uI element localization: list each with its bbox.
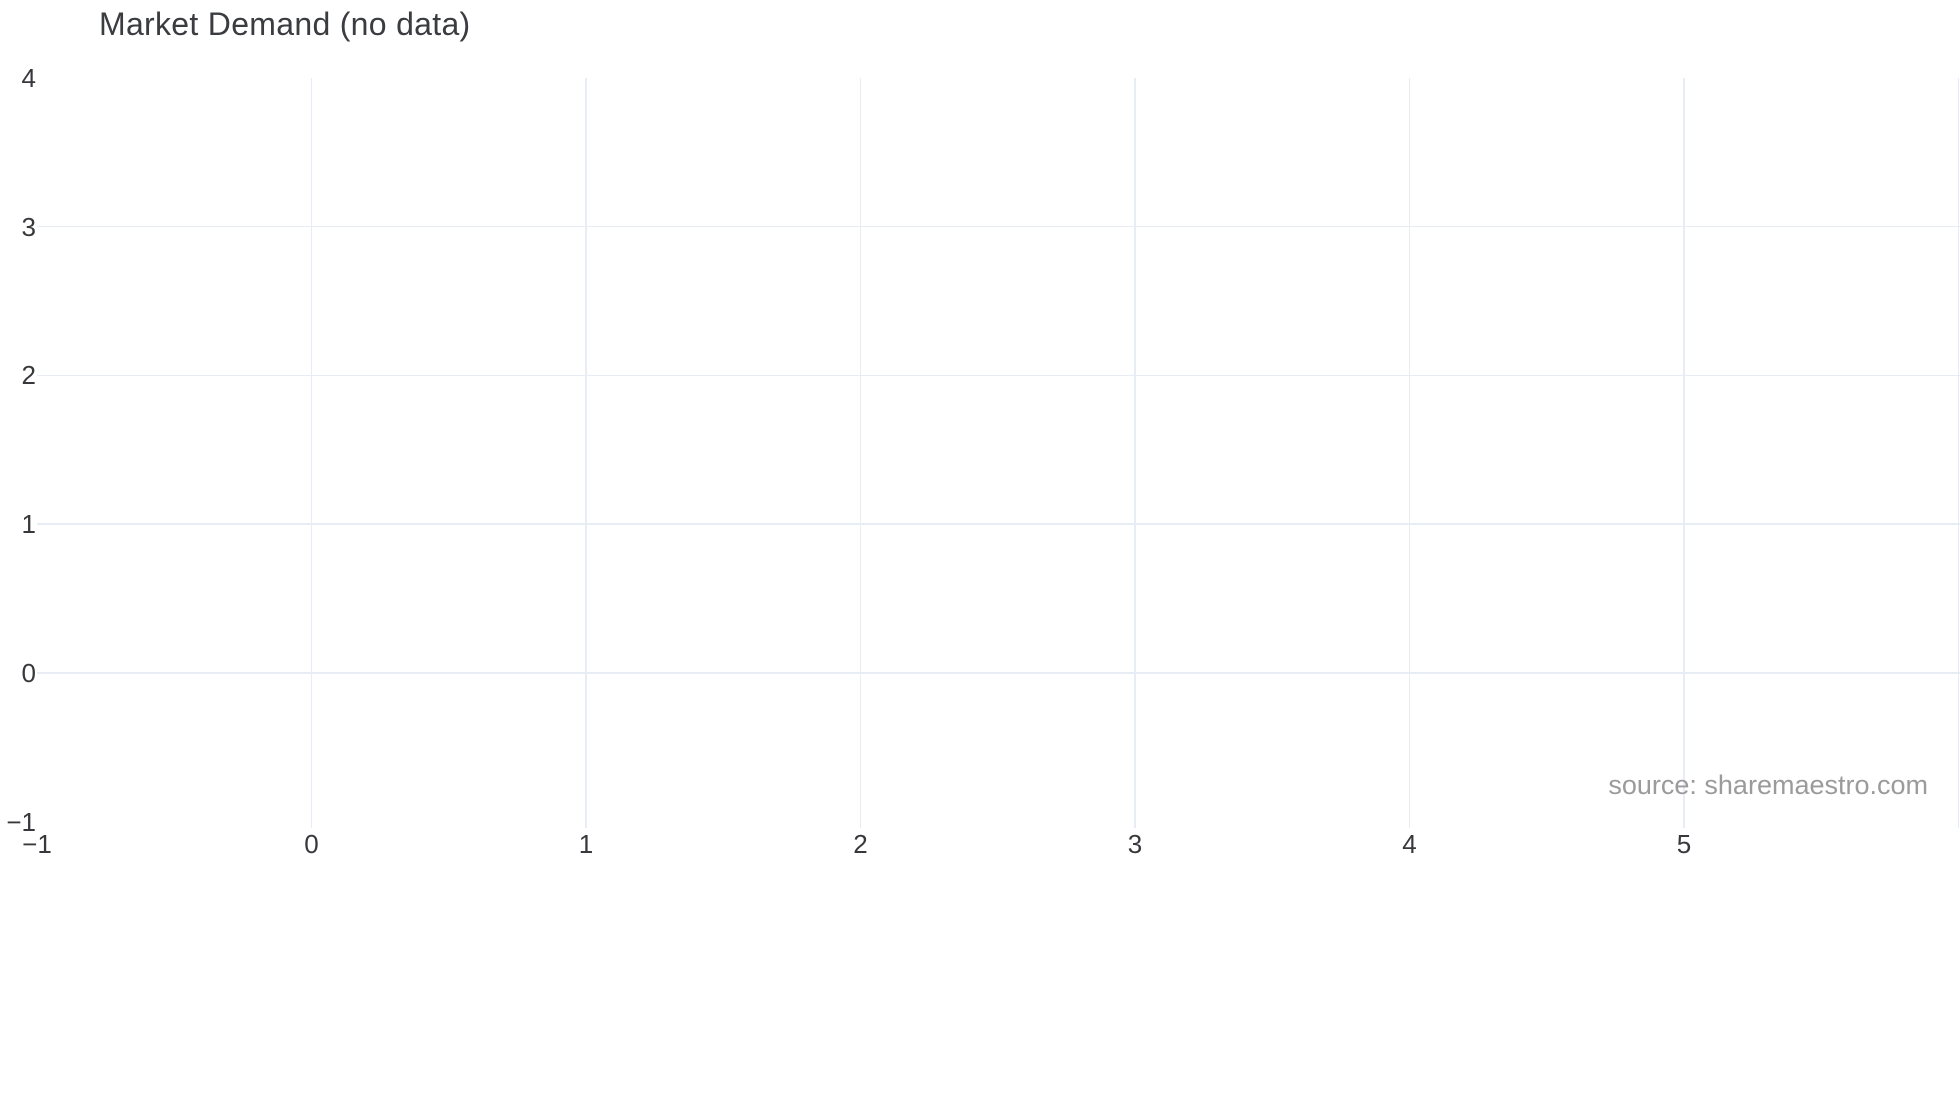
vertical-gridline <box>310 78 313 828</box>
y-tick-label: 4 <box>21 63 36 93</box>
y-tick-label: −1 <box>6 806 36 837</box>
x-tick-label: 3 <box>1127 829 1143 859</box>
vertical-gridline <box>1134 78 1136 828</box>
vertical-gridline <box>859 78 862 828</box>
vertical-gridline <box>1683 78 1685 828</box>
horizontal-gridline <box>37 523 1960 525</box>
chart-title: Market Demand (no data) <box>99 6 471 42</box>
y-tick-label: 3 <box>21 211 36 242</box>
x-tick-label: 4 <box>1402 829 1417 859</box>
source-attribution: source: sharemaestro.com <box>1608 770 1928 800</box>
x-tick-label: −1 <box>22 829 52 859</box>
x-tick-label: 5 <box>1676 829 1692 859</box>
horizontal-gridline <box>37 225 1960 228</box>
vertical-gridline <box>1957 78 1960 828</box>
horizontal-gridline <box>37 672 1960 674</box>
vertical-gridline <box>1408 78 1411 828</box>
y-tick-label: 2 <box>21 360 36 391</box>
x-tick-label: 0 <box>304 829 319 859</box>
horizontal-gridline <box>37 374 1960 377</box>
x-tick-label: 2 <box>853 829 868 859</box>
vertical-gridline <box>585 78 587 828</box>
x-tick-label: 1 <box>578 829 594 859</box>
y-tick-label: 1 <box>21 509 36 540</box>
y-tick-label: 0 <box>21 657 36 688</box>
